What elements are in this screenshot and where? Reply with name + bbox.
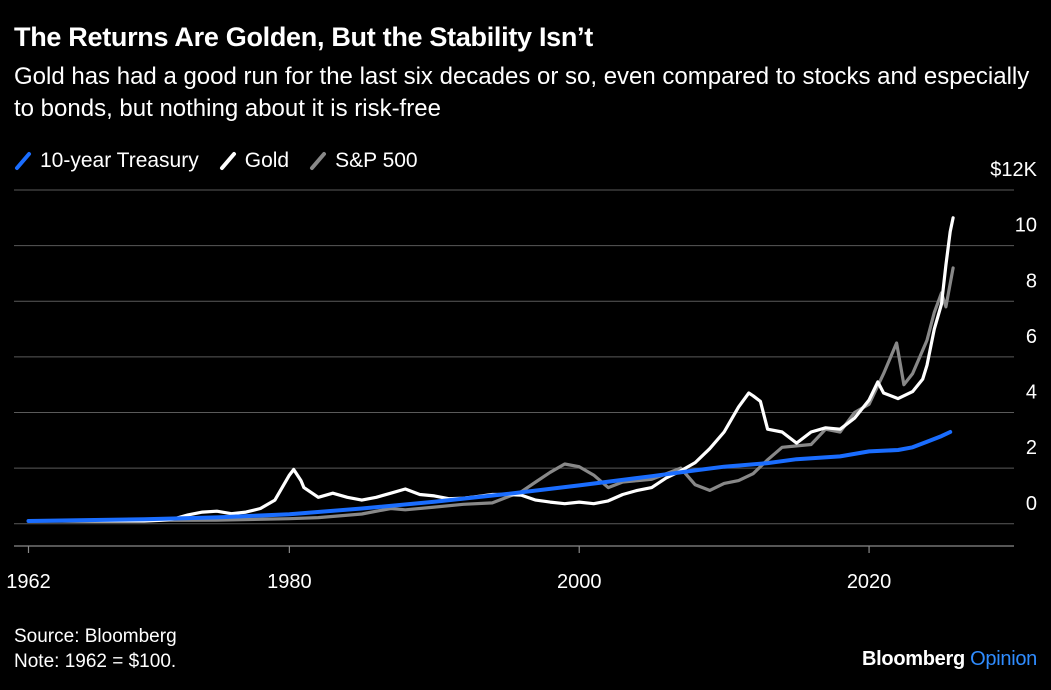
x-tick-label: 2020 [847,571,892,593]
legend-label: Gold [244,149,290,172]
y-tick-label: 10 [1015,215,1037,237]
x-tick-label: 1980 [267,571,312,593]
brand-logo: Bloomberg Opinion [862,648,1037,671]
series-line-s-p-500 [26,266,955,523]
brand-section: Opinion [970,648,1037,670]
legend-item: Gold [219,149,289,173]
y-tick-label: 2 [1026,437,1037,459]
y-tick-label: 0 [1026,493,1037,515]
legend-item: 10-year Treasury [14,149,199,173]
brand-name: Bloomberg [862,648,965,670]
legend-label: 10-year Treasury [40,149,199,172]
legend-swatch [309,151,327,171]
x-tick-label: 1962 [6,571,51,593]
y-tick-label: $12K [990,159,1037,181]
legend-swatch [14,151,32,171]
x-tick-label: 2000 [557,571,602,593]
source-note: Source: Bloomberg [14,626,177,647]
legend-item: S&P 500 [309,149,418,173]
chart-footer: Source: Bloomberg Note: 1962 = $100. [14,624,177,674]
y-tick-label: 4 [1026,382,1037,404]
y-tick-label: 6 [1026,326,1037,348]
y-tick-label: 8 [1026,270,1037,292]
chart-legend: 10-year Treasury Gold S&P 500 [14,147,438,175]
legend-swatch [219,151,237,171]
legend-label: S&P 500 [335,149,418,172]
chart-subtitle: Gold has had a good run for the last six… [14,63,1030,122]
x-axis-ticks: 1962 1980 2000 2020 [6,546,891,593]
data-note: Note: 1962 = $100. [14,651,177,672]
y-axis-ticks: $12K 10 8 6 4 2 0 [990,159,1037,515]
series-line-10-year-treasury [26,430,953,523]
series-line-gold [26,216,955,523]
chart-title: The Returns Are Golden, But the Stabilit… [14,22,593,52]
gridlines [14,189,1014,547]
series-lines [26,216,955,523]
